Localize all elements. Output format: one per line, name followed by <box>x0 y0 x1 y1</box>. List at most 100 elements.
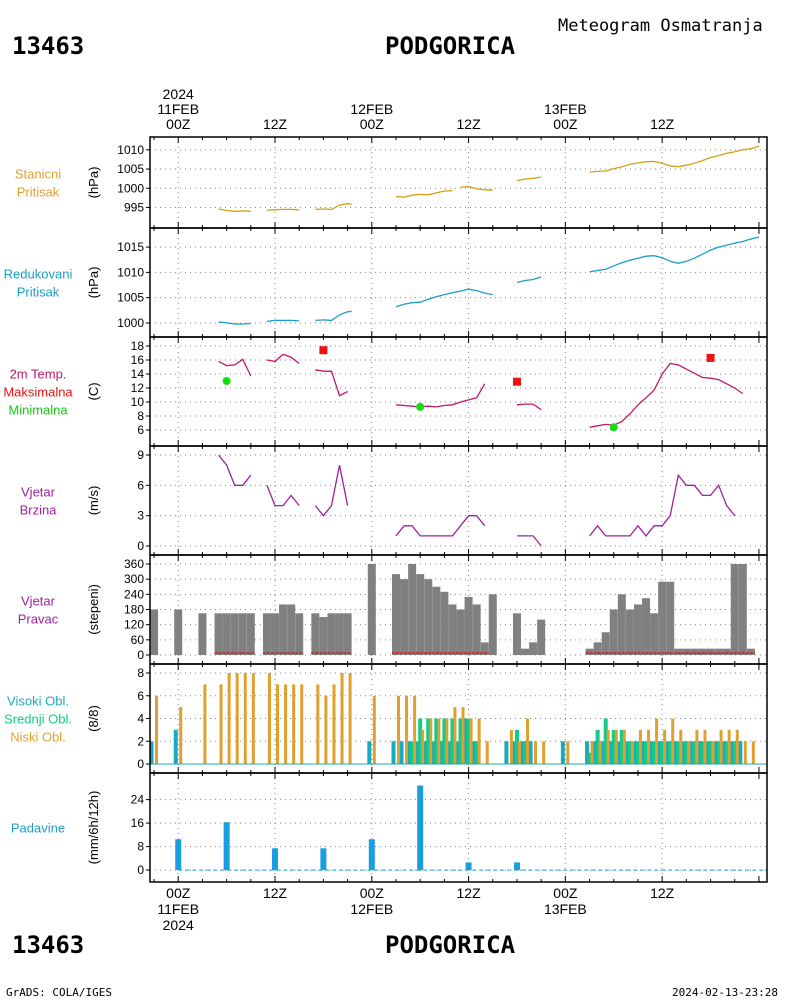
wind-dir-bar <box>633 604 642 655</box>
series-line <box>395 515 486 537</box>
cloud-bar <box>251 673 255 764</box>
cloud-bar <box>730 741 735 764</box>
wind-dir-bar <box>408 564 417 655</box>
cloud-bar <box>445 718 449 764</box>
y-tick-label: 6 <box>137 423 144 437</box>
cloud-bar <box>614 729 618 764</box>
cloud-bar <box>523 741 528 764</box>
cloud-bar <box>219 684 223 764</box>
wind-dir-bar <box>198 613 207 655</box>
cloud-bar <box>647 729 651 764</box>
y-tick-label: 995 <box>124 200 144 214</box>
time-label-bottom: 00Z <box>553 885 578 901</box>
cloud-bar <box>243 673 247 764</box>
cloud-bar <box>528 741 533 764</box>
y-tick-label: 24 <box>131 793 145 807</box>
cloud-bar <box>635 741 640 764</box>
wind-dir-bar <box>512 613 521 655</box>
cloud-bar <box>485 741 489 764</box>
panel-station_pressure: 995 1000 1005 1010 Stanicni Pritisak (hPa) <box>15 136 768 229</box>
cloud-bar <box>429 718 433 764</box>
cloud-bar <box>415 741 420 764</box>
cloud-bar <box>644 741 649 764</box>
cloud-bar <box>625 741 630 764</box>
wind-dir-bar <box>448 604 457 655</box>
time-label-top: 00Z <box>360 116 385 132</box>
series-line <box>218 454 252 486</box>
cloud-bar <box>477 718 481 764</box>
tmin-marker <box>609 423 618 432</box>
tmax-marker <box>706 353 715 362</box>
wind-dir-bar <box>529 642 538 655</box>
cloud-bar <box>601 741 606 764</box>
cloud-bar <box>173 729 178 764</box>
panel-label: Pritisak <box>17 285 60 300</box>
y-tick-label: 4 <box>137 712 144 726</box>
series-line <box>218 321 251 325</box>
y-tick-label: 16 <box>131 816 145 830</box>
cloud-bar <box>469 718 473 764</box>
wind-dir-bar <box>230 613 239 655</box>
precip-bar <box>272 848 279 871</box>
panel-label: 2m Temp. <box>10 367 67 382</box>
cloud-bar <box>423 741 428 764</box>
cloud-bar <box>724 741 729 764</box>
y-axis-label: (stepeni) <box>86 584 101 635</box>
precip-bar <box>320 848 327 871</box>
cloud-bar <box>439 741 444 764</box>
y-tick-label: 180 <box>124 603 144 617</box>
y-tick-label: 10 <box>131 395 145 409</box>
y-tick-label: 120 <box>124 618 144 632</box>
y-tick-label: 1005 <box>117 162 144 176</box>
y-tick-label: 0 <box>137 539 144 553</box>
wind-dir-bar <box>343 613 352 655</box>
wind-dir-bar <box>311 613 320 655</box>
cloud-bar <box>652 741 657 764</box>
y-tick-label: 12 <box>131 381 145 395</box>
series-line <box>589 236 760 273</box>
wind-dir-bar <box>698 648 707 655</box>
meteogram-subtitle: Meteogram Osmatranja <box>558 16 763 36</box>
cloud-bar <box>526 718 530 764</box>
cloud-bar <box>332 684 336 764</box>
time-label-top: 13FEB <box>544 101 587 117</box>
cloud-bar <box>671 718 675 764</box>
wind-dir-bar <box>295 613 304 655</box>
wind-dir-bar <box>722 648 731 655</box>
series-line <box>589 145 760 173</box>
wind-dir-bar <box>400 579 409 655</box>
cloud-bar <box>399 741 404 764</box>
grads-credit: GrADS: COLA/IGES <box>6 986 112 999</box>
y-tick-label: 1000 <box>117 316 144 330</box>
wind-dir-bar <box>690 648 699 655</box>
panel-border <box>149 336 768 447</box>
cloud-bar <box>697 741 702 764</box>
cloud-bar <box>227 673 231 764</box>
city-title-top: PODGORICA <box>385 32 516 60</box>
cloud-bar <box>442 718 447 764</box>
precip-bar <box>417 785 424 871</box>
series-line <box>395 189 453 198</box>
series-line <box>218 208 251 212</box>
cloud-bar <box>437 718 441 764</box>
cloud-bar <box>676 741 681 764</box>
y-axis-label: (m/s) <box>86 486 101 516</box>
wind-dir-bar <box>440 591 449 655</box>
cloud-bar <box>593 741 598 764</box>
cloud-bar <box>300 684 304 764</box>
series-line <box>315 310 352 322</box>
cloud-bar <box>413 695 417 764</box>
cloud-bar <box>722 741 727 764</box>
panel-label: Niski Obl. <box>10 730 66 745</box>
cloud-bar <box>708 741 713 764</box>
wind-dir-bar <box>367 564 376 655</box>
time-label-top: 00Z <box>166 116 191 132</box>
cloud-bar <box>560 741 565 764</box>
time-label-top: 12FEB <box>350 101 393 117</box>
cloud-bar <box>367 741 372 764</box>
time-label-bottom: 2024 <box>163 917 194 933</box>
y-tick-label: 300 <box>124 572 144 586</box>
